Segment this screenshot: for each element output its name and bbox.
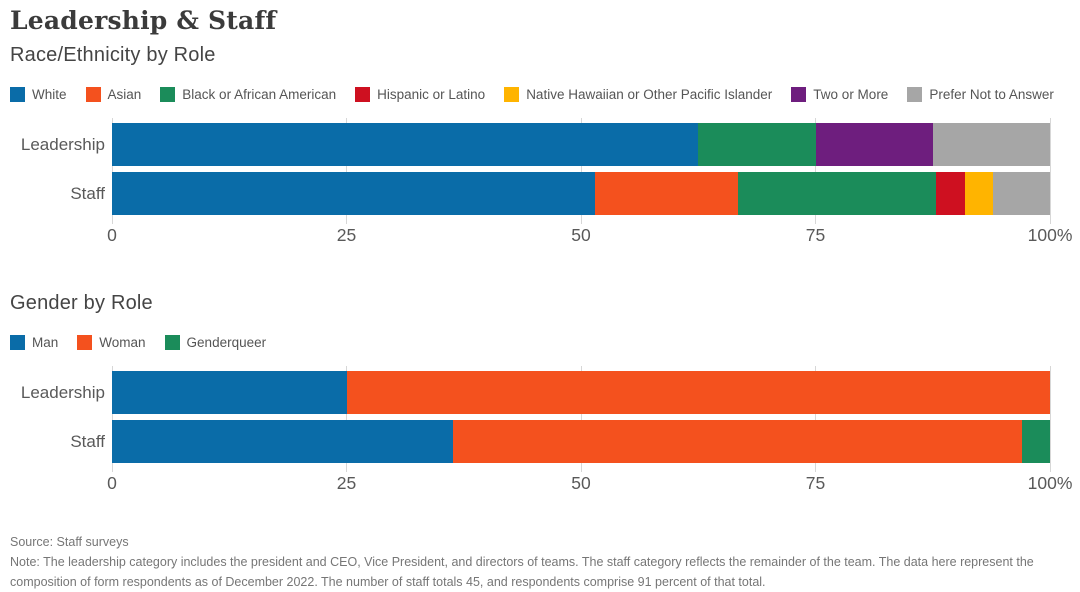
legend-item: Two or More [791,87,888,102]
bar-segment [346,371,1050,414]
legend-label: Asian [107,87,142,102]
axis-tick-label: 100% [1027,225,1073,245]
legend: Man Woman Genderqueer [10,335,1080,350]
stacked-bar [112,420,1050,463]
axis-tick-label: 0 [107,225,117,245]
bar-segment [112,172,596,215]
legend-swatch [791,87,807,102]
axis-tick-label: 100% [1027,473,1073,493]
gridline [1049,366,1051,423]
bar-track [111,366,1051,423]
legend-swatch [77,335,93,350]
stacked-bar [112,172,1050,215]
gridline [1049,118,1051,175]
bar-segment [112,123,699,166]
row-label: Staff [70,431,105,451]
legend: White Asian Black or African American Hispa… [10,87,1080,102]
plot: Leadership Staff [10,118,1080,224]
legend-label: Two or More [813,87,889,102]
x-axis: 0 25 50 75 100% [107,473,1072,493]
legend-item: Native Hawaiian or Other Pacific Islande… [504,87,772,102]
bar-segment [1021,420,1050,463]
row-label: Staff [70,183,105,203]
bar-segment [698,123,816,166]
legend-swatch [355,87,371,102]
legend-item: White [10,87,67,102]
legend-item: Black or African American [160,87,336,102]
bar-track [111,415,1051,472]
bar-segment [112,371,347,414]
legend-swatch [504,87,520,102]
bar-segment [964,172,993,215]
legend-label: Man [32,335,59,350]
legend-item: Prefer Not to Answer [907,87,1054,102]
race-chart-title: Race/Ethnicity by Role [10,44,216,66]
legend-swatch [907,87,923,102]
stacked-bar [112,371,1050,414]
chart-section-race: Race/Ethnicity by Role White Asian Black o… [10,44,1080,245]
legend-label: Hispanic or Latino [377,87,486,102]
legend-label: Genderqueer [186,335,267,350]
axis-tick-label: 50 [571,473,591,493]
axis-tick-label: 50 [571,225,591,245]
legend-swatch [164,335,180,350]
legend-swatch [160,87,176,102]
footer: Source: Staff surveys Note: The leadersh… [10,532,1080,592]
source-text: Source: Staff surveys [10,535,129,549]
legend-label: Native Hawaiian or Other Pacific Islande… [526,87,773,102]
legend-swatch [10,87,25,102]
axis-tick-label: 0 [107,473,117,493]
bar-row: Leadership [10,366,1080,423]
note-text: Note: The leadership category includes t… [10,555,1034,589]
legend-item: Hispanic or Latino [355,87,485,102]
gender-chart-title: Gender by Role [10,292,153,314]
axis-tick-label: 75 [805,225,826,245]
bar-segment [992,172,1050,215]
bar-segment [815,123,933,166]
legend-label: Black or African American [182,87,337,102]
bar-segment [737,172,937,215]
legend-item: Genderqueer [164,335,267,350]
row-label: Leadership [20,382,105,402]
stacked-bar [112,123,1050,166]
legend-label: White [32,87,67,102]
bar-track [111,118,1051,175]
legend-item: Woman [77,335,146,350]
axis-tick-label: 25 [336,225,357,245]
plot: Leadership Staff [10,366,1080,472]
bar-row: Staff [10,167,1080,224]
legend-item: Asian [85,87,142,102]
x-axis: 0 25 50 75 100% [107,225,1072,245]
page-title: Leadership & Staff [10,6,277,35]
bar-segment [112,420,454,463]
legend-swatch [85,87,101,102]
legend-item: Man [10,335,58,350]
gridline [1049,167,1051,224]
bar-row: Staff [10,415,1080,472]
legend-swatch [10,335,25,350]
legend-label: Prefer Not to Answer [929,87,1054,102]
bar-segment [595,172,738,215]
bar-segment [453,420,1022,463]
axis-tick-label: 75 [805,473,826,493]
gridline [1049,415,1051,472]
bar-row: Leadership [10,118,1080,175]
legend-label: Woman [99,335,146,350]
bar-segment [936,172,965,215]
bar-segment [932,123,1050,166]
row-label: Leadership [20,134,105,154]
bar-track [111,167,1051,224]
chart-section-gender: Gender by Role Man Woman Genderqueer Leade… [10,292,1080,493]
axis-tick-label: 25 [336,473,357,493]
